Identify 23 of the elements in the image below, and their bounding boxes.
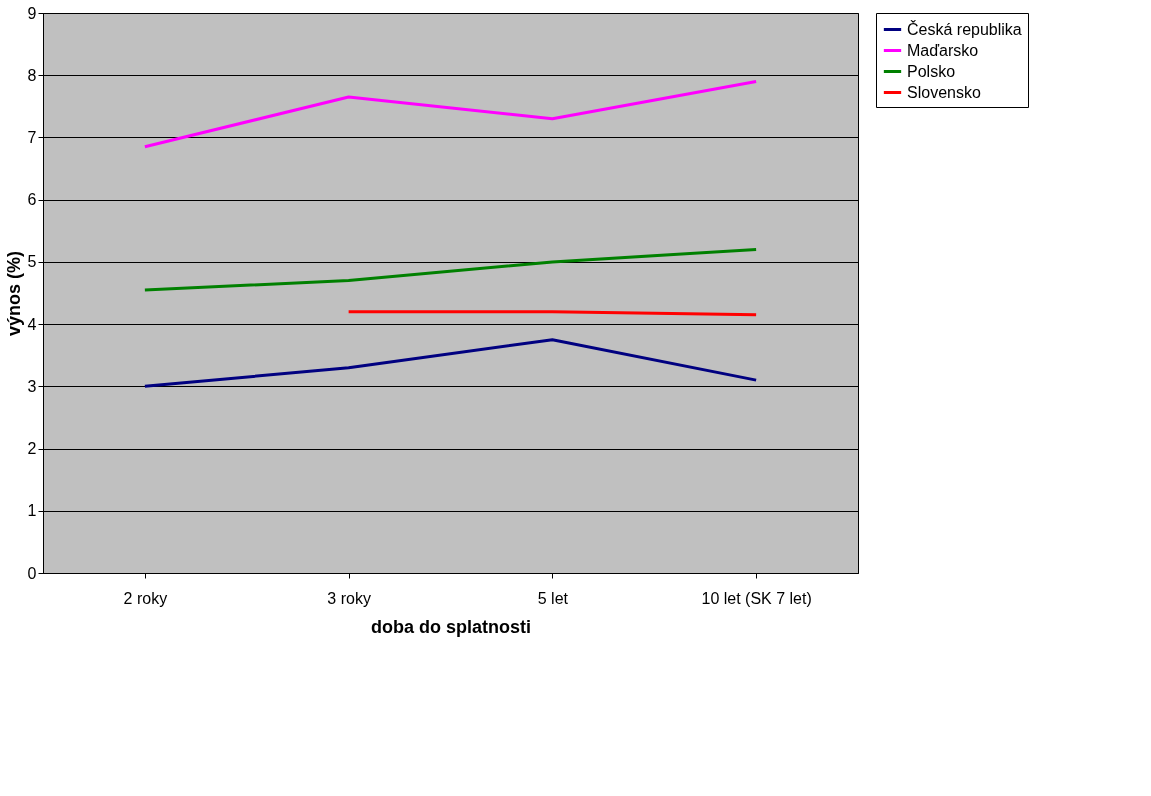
x-axis-title: doba do splatnosti (371, 616, 531, 637)
y-tick-label: 5 (27, 253, 37, 271)
legend-label: Slovensko (907, 83, 981, 101)
y-tick-label: 1 (27, 502, 37, 520)
line-series (143, 79, 758, 149)
y-tick-label: 7 (27, 128, 37, 146)
line-series (143, 247, 758, 292)
line-series (143, 338, 758, 388)
x-tick-label: 5 let (537, 589, 569, 607)
y-tick-label: 2 (27, 440, 37, 458)
legend-label: Maďarsko (907, 41, 979, 59)
x-tick-label: 3 roky (327, 589, 371, 607)
y-axis-title: výnos (%) (3, 250, 24, 337)
x-tick-label: 2 roky (123, 589, 168, 607)
y-tick-label: 8 (27, 66, 37, 84)
legend-label: Česká republika (907, 19, 1022, 38)
y-tick-label: 3 (27, 377, 37, 395)
legend-label: Polsko (907, 62, 956, 80)
y-tick-label: 6 (27, 191, 37, 209)
y-tick-label: 0 (27, 564, 37, 582)
y-tick-label: 9 (27, 4, 37, 22)
y-tick-label: 4 (27, 315, 37, 333)
x-tick-label: 10 let (SK 7 let) (701, 589, 812, 607)
